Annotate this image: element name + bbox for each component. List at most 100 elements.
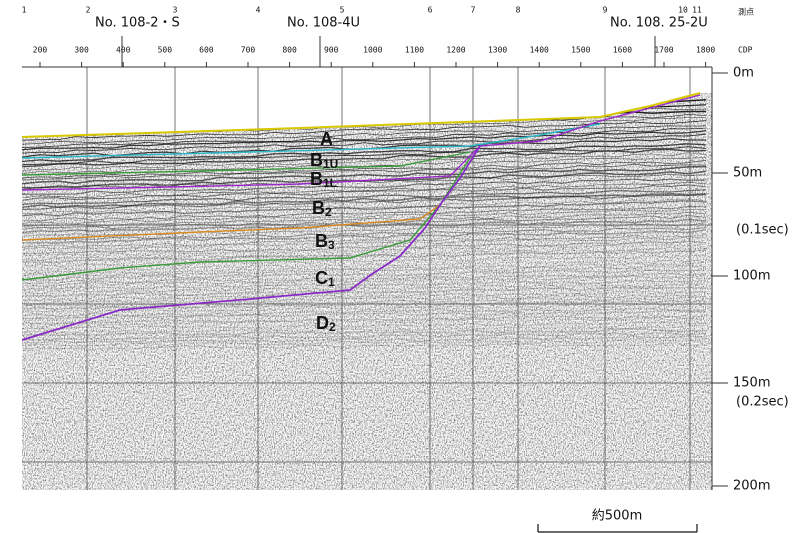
survey-point: 6 xyxy=(428,6,433,15)
cdp-label: 400 xyxy=(116,46,131,55)
depth-label: 100m xyxy=(733,269,770,284)
reflector xyxy=(22,294,707,305)
reflector xyxy=(22,342,707,350)
reflector xyxy=(22,143,707,163)
cdp-label: 1400 xyxy=(530,46,549,55)
reflector xyxy=(22,181,707,199)
reflector xyxy=(22,178,707,195)
reflector xyxy=(22,279,707,290)
cdp-label: 900 xyxy=(324,46,339,55)
depth-label: (0.2sec) xyxy=(736,395,789,410)
depth-label: (0.1sec) xyxy=(736,223,789,238)
layer-label: C1 xyxy=(315,268,335,289)
cdp-label: 500 xyxy=(158,46,173,55)
well-name: No. 108-2・S xyxy=(95,16,180,31)
layer-name: B xyxy=(310,150,323,170)
reflector xyxy=(22,321,707,330)
reflector xyxy=(22,200,707,217)
reflector xyxy=(22,127,707,148)
reflector xyxy=(22,227,707,241)
reflector xyxy=(22,291,707,302)
layer-label: A xyxy=(320,129,333,149)
layer-name: B xyxy=(310,169,323,189)
reflector xyxy=(22,198,707,214)
reflector xyxy=(22,130,707,151)
reflector xyxy=(22,194,707,211)
cdp-header: CDP xyxy=(738,46,753,55)
survey-point: 3 xyxy=(173,6,178,15)
reflector xyxy=(22,339,707,347)
layer-name: A xyxy=(320,129,333,149)
reflector xyxy=(22,218,707,234)
cdp-label: 1200 xyxy=(446,46,465,55)
reflector xyxy=(22,229,707,244)
reflector xyxy=(22,236,707,250)
reflector xyxy=(22,287,707,297)
layer-subscript: 1L xyxy=(323,176,337,190)
layer-name: B xyxy=(315,231,328,251)
cdp-label: 1600 xyxy=(613,46,632,55)
cdp-label: 1500 xyxy=(571,46,590,55)
reflector xyxy=(22,309,707,320)
reflector xyxy=(22,308,707,317)
seismic-texture xyxy=(22,93,712,490)
reflector xyxy=(22,269,707,281)
survey-point-header: 測点 xyxy=(738,7,754,17)
depth-label: 50m xyxy=(733,166,762,181)
reflector xyxy=(22,243,707,257)
layer-label: B2 xyxy=(312,198,332,219)
survey-point: 10 xyxy=(678,6,688,15)
reflector xyxy=(22,325,707,334)
reflector xyxy=(22,193,707,209)
reflector xyxy=(22,283,707,295)
reflector xyxy=(22,206,707,222)
reflector xyxy=(22,315,707,325)
survey-point: 7 xyxy=(471,6,476,15)
layer-label: D2 xyxy=(316,313,336,334)
reflector xyxy=(22,152,707,171)
survey-point: 5 xyxy=(340,6,345,15)
layer-name: C xyxy=(315,268,328,288)
layer-label: B1L xyxy=(310,169,337,190)
depth-label: 150m xyxy=(733,376,770,391)
layer-label: B3 xyxy=(315,231,335,252)
reflector xyxy=(22,249,707,264)
reflector xyxy=(22,240,707,255)
reflector xyxy=(22,258,707,271)
reflector xyxy=(22,247,707,261)
cdp-label: 300 xyxy=(74,46,89,55)
layer-subscript: 1U xyxy=(323,157,338,171)
layer-label: B1U xyxy=(310,150,338,171)
reflector xyxy=(22,332,707,341)
scale-bar xyxy=(537,524,698,533)
reflector xyxy=(22,189,707,206)
survey-point: 1 xyxy=(22,6,27,15)
cdp-label: 700 xyxy=(241,46,256,55)
reflector xyxy=(22,303,707,313)
cdp-label: 1300 xyxy=(488,46,507,55)
reflector xyxy=(22,254,707,267)
reflector xyxy=(22,133,707,154)
cdp-label: 1700 xyxy=(654,46,673,55)
depth-label: 0m xyxy=(733,66,754,81)
well-name: No. 108. 25-2U xyxy=(610,16,708,31)
scale-label: 約500m xyxy=(592,509,642,524)
reflector xyxy=(22,163,707,181)
cdp-label: 1100 xyxy=(405,46,424,55)
layer-subscript: 3 xyxy=(328,238,335,252)
cdp-label: 1000 xyxy=(363,46,382,55)
grid xyxy=(22,67,712,490)
survey-point: 9 xyxy=(603,6,608,15)
layer-subscript: 1 xyxy=(328,275,335,289)
reflector xyxy=(22,234,707,248)
cdp-label: 800 xyxy=(282,46,297,55)
reflector xyxy=(22,146,707,166)
survey-point: 11 xyxy=(692,6,702,15)
reflector xyxy=(22,317,707,326)
layer-subscript: 2 xyxy=(329,320,336,334)
layer-subscript: 2 xyxy=(325,205,332,219)
reflector xyxy=(22,211,707,227)
reflector xyxy=(22,159,707,179)
reflector xyxy=(22,125,707,145)
